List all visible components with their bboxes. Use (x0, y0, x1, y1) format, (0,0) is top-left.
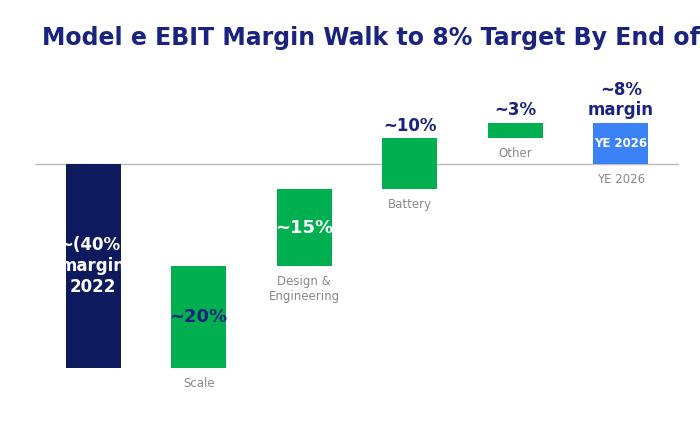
Text: ~20%: ~20% (169, 308, 228, 326)
Bar (594, 123, 648, 164)
Text: ~10%: ~10% (383, 117, 437, 135)
Text: Design &
Engineering: Design & Engineering (269, 275, 340, 303)
Text: Scale: Scale (183, 377, 214, 390)
Bar (276, 189, 332, 266)
Bar (488, 123, 542, 138)
Text: YE 2026: YE 2026 (594, 137, 648, 150)
Text: YE 2026: YE 2026 (597, 173, 645, 186)
Text: ~8%
margin: ~8% margin (588, 80, 654, 120)
Text: ~(40%)
margin
2022: ~(40%) margin 2022 (59, 236, 127, 295)
Text: Other: Other (498, 147, 532, 160)
Text: ~15%: ~15% (275, 218, 333, 236)
Text: Battery: Battery (388, 198, 432, 212)
Bar (382, 138, 438, 189)
Bar (66, 164, 120, 368)
Text: ~3%: ~3% (494, 101, 536, 120)
Text: Model e EBIT Margin Walk to 8% Target By End of 2026: Model e EBIT Margin Walk to 8% Target By… (42, 26, 700, 50)
Bar (172, 266, 226, 368)
